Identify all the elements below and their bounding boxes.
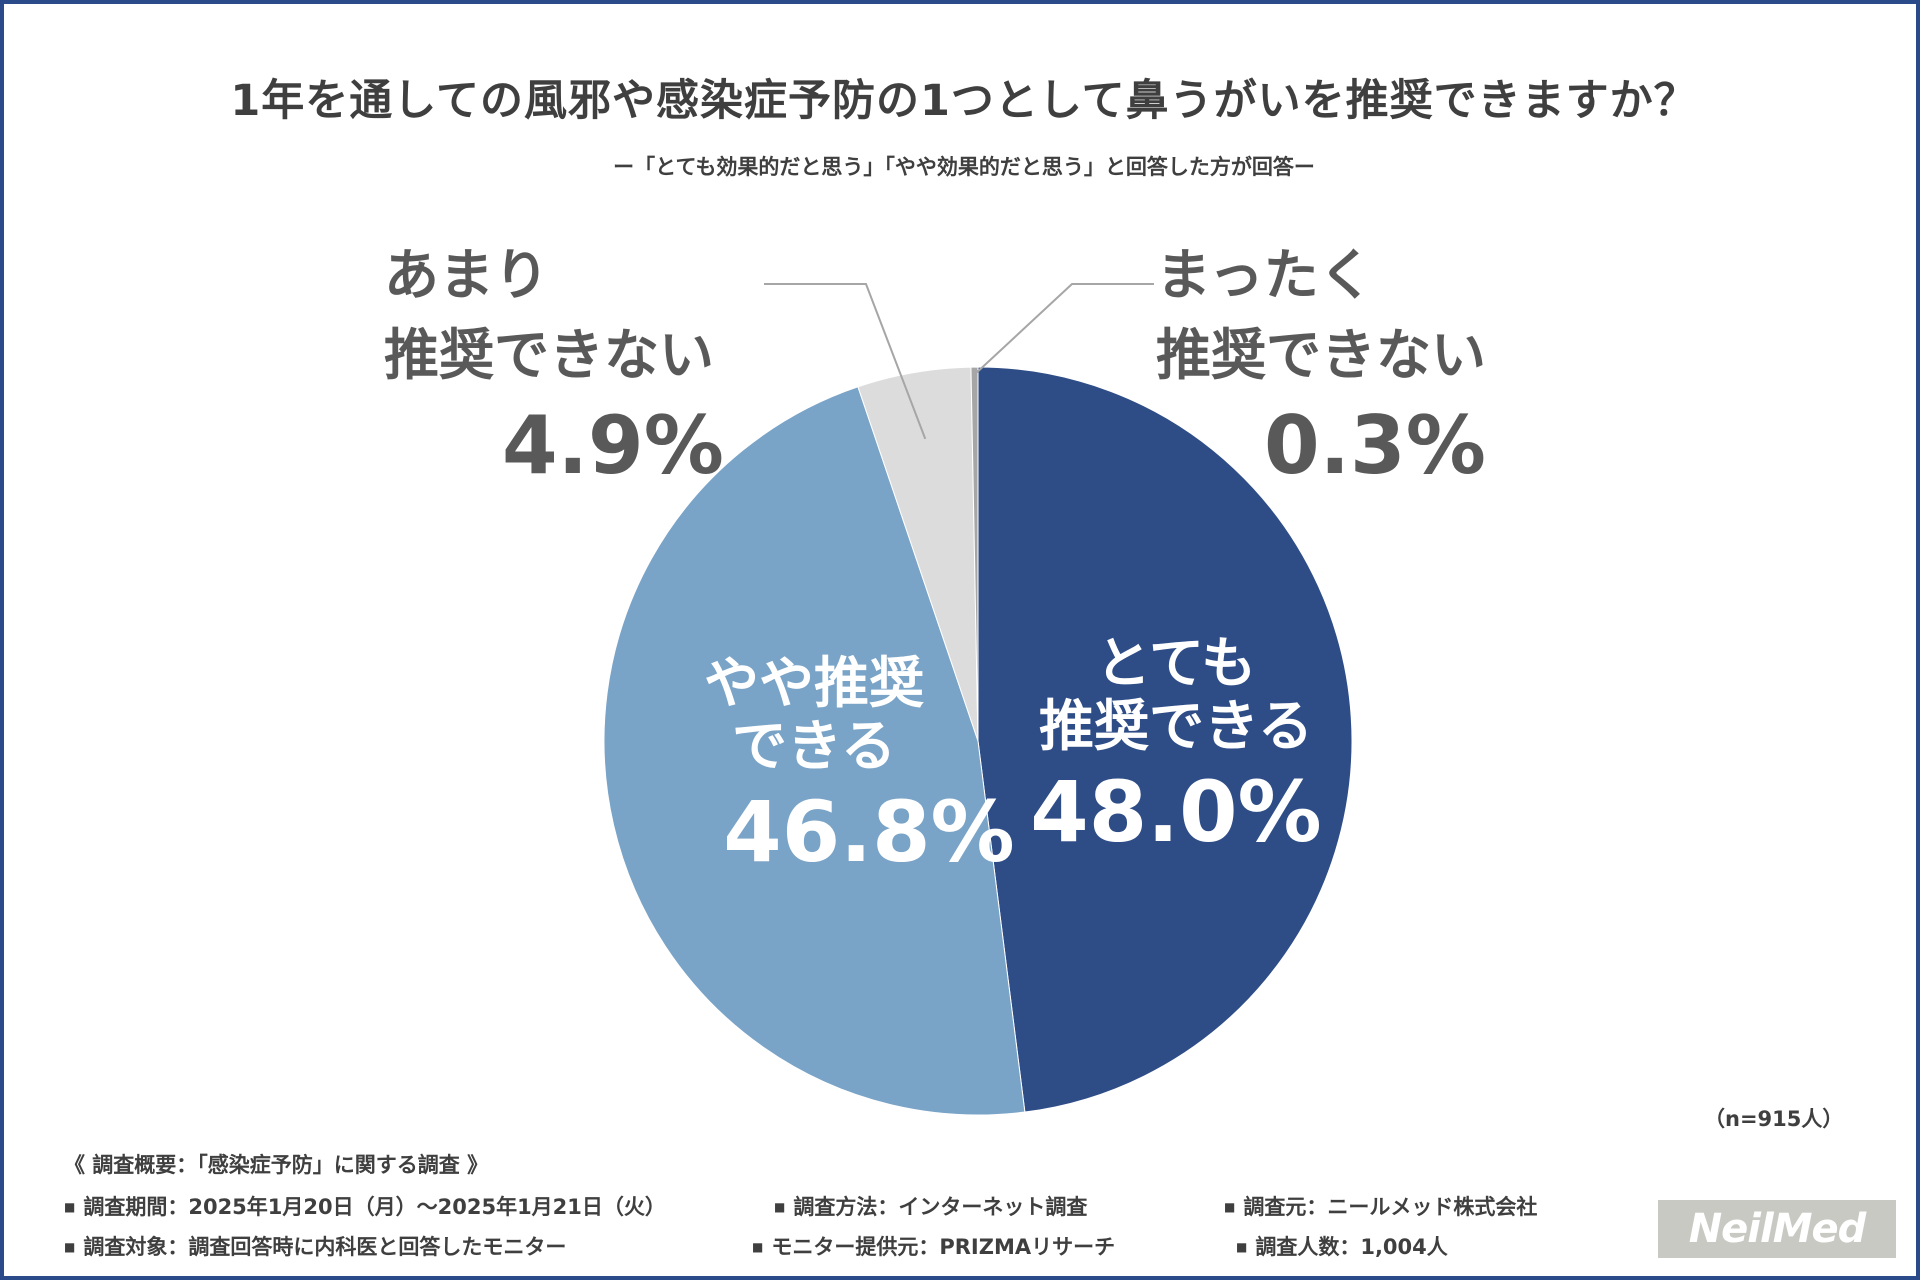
survey-item-target-text: 調査対象：調査回答時に内科医と回答したモニター	[83, 1235, 567, 1259]
label-yaya-line2: できる	[732, 713, 896, 778]
survey-item-target: ■ 調査対象：調査回答時に内科医と回答したモニター	[64, 1231, 566, 1261]
neilmed-logo: NeilMed	[1658, 1200, 1896, 1258]
survey-header: 《 調査概要：「感染症予防」に関する調査 》	[64, 1153, 489, 1177]
label-yaya: やや推奨 できる 46.8%	[604, 652, 1024, 881]
survey-item-source: ■ 調査元：ニールメッド株式会社	[1224, 1191, 1537, 1221]
label-totemo: とても 推奨できる 48.0%	[966, 632, 1386, 861]
bullet-icon: ■	[752, 1240, 764, 1254]
chart-title: 1年を通しての風邪や感染症予防の1つとして鼻うがいを推奨できますか？	[230, 76, 1698, 126]
survey-item-provider-text: モニター提供元：PRIZMAリサーチ	[771, 1235, 1116, 1259]
label-amari-value: 4.9%	[502, 398, 724, 492]
pie-slice-mattaku	[970, 366, 979, 742]
survey-item-period-text: 調査期間：2025年1月20日（月）～2025年1月21日（火）	[83, 1195, 666, 1219]
label-amari-line1: あまり	[384, 243, 550, 307]
survey-item-count: ■ 調査人数：1,004人	[1236, 1231, 1448, 1261]
bullet-icon: ■	[1224, 1200, 1236, 1214]
label-amari-line2: 推奨できない	[384, 322, 715, 387]
label-mattaku-line1: まったく	[1156, 243, 1374, 307]
label-yaya-value: 46.8%	[723, 783, 1015, 882]
survey-item-source-text: 調査元：ニールメッド株式会社	[1243, 1195, 1538, 1219]
bullet-icon: ■	[774, 1200, 786, 1214]
survey-item-period: ■ 調査期間：2025年1月20日（月）～2025年1月21日（火）	[64, 1191, 666, 1221]
sample-size-note: （n=915人）	[1704, 1107, 1844, 1131]
bullet-icon: ■	[64, 1240, 76, 1254]
bullet-icon: ■	[64, 1200, 76, 1214]
label-mattaku-line2: 推奨できない	[1156, 322, 1487, 387]
leader-line-mattaku	[973, 283, 1154, 376]
label-amari: あまり 推奨できない 4.9%	[384, 236, 784, 490]
pie-slice-totemo	[977, 366, 1353, 1113]
chart-subtitle: ー「とても効果的だと思う」「やや効果的だと思う」と回答した方が回答ー	[613, 155, 1315, 179]
bullet-icon: ■	[1236, 1240, 1248, 1254]
survey-item-count-text: 調査人数：1,004人	[1255, 1235, 1448, 1259]
label-mattaku: まったく 推奨できない 0.3%	[1156, 236, 1556, 490]
survey-item-method: ■ 調査方法：インターネット調査	[774, 1191, 1087, 1221]
pie-chart	[603, 283, 1353, 1116]
label-yaya-line1: やや推奨	[703, 651, 924, 715]
survey-item-provider: ■ モニター提供元：PRIZMAリサーチ	[752, 1231, 1115, 1261]
survey-item-method-text: 調査方法：インターネット調査	[793, 1195, 1088, 1219]
label-totemo-line2: 推奨できる	[1039, 693, 1313, 758]
label-totemo-value: 48.0%	[1030, 763, 1322, 862]
leader-line-amari	[764, 283, 927, 440]
label-mattaku-value: 0.3%	[1264, 398, 1486, 492]
label-totemo-line1: とても	[1095, 631, 1257, 695]
